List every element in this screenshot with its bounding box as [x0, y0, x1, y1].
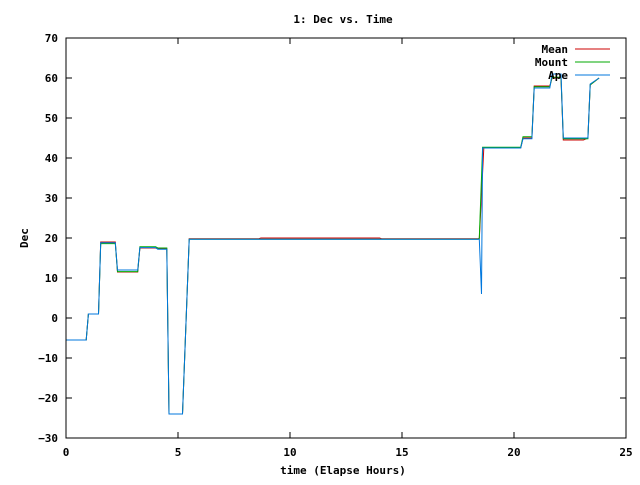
- y-tick-label: 10: [45, 272, 58, 285]
- x-tick-label: 25: [619, 446, 632, 459]
- y-tick-label: 60: [45, 72, 58, 85]
- series-line-ape: [66, 73, 600, 415]
- axis-ticks: 0 5 10 15 20 25 −30 −20 −10 0 10 20 30 40 50 60 70: [38, 32, 633, 459]
- x-tick-label: 20: [507, 446, 520, 459]
- x-axis-label: time (Elapse Hours): [280, 464, 406, 477]
- y-tick-label: 30: [45, 192, 58, 205]
- legend-label-mount: Mount: [535, 56, 568, 69]
- y-tick-label: −10: [38, 352, 58, 365]
- x-tick-label: 15: [395, 446, 408, 459]
- series-lines: [66, 73, 600, 415]
- legend-label-mean: Mean: [542, 43, 569, 56]
- x-tick-label: 10: [283, 446, 296, 459]
- y-tick-label: 40: [45, 152, 58, 165]
- x-tick-label: 5: [175, 446, 182, 459]
- x-tick-label: 0: [63, 446, 70, 459]
- y-tick-label: −30: [38, 432, 58, 445]
- plot-frame: [65, 37, 627, 439]
- legend-label-ape: Ape: [548, 69, 568, 82]
- y-tick-label: 0: [51, 312, 58, 325]
- y-axis-label: Dec: [18, 228, 31, 248]
- y-tick-label: 20: [45, 232, 58, 245]
- chart-title: 1: Dec vs. Time: [293, 13, 393, 26]
- y-tick-label: 50: [45, 112, 58, 125]
- y-tick-label: 70: [45, 32, 58, 45]
- y-tick-label: −20: [38, 392, 58, 405]
